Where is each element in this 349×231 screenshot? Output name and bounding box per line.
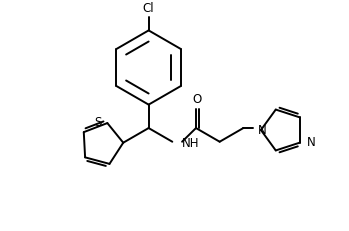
- Text: N: N: [307, 136, 315, 149]
- Text: O: O: [192, 93, 202, 106]
- Text: N: N: [258, 124, 267, 137]
- Text: S: S: [94, 116, 102, 129]
- Text: Cl: Cl: [143, 2, 155, 15]
- Text: NH: NH: [182, 137, 200, 150]
